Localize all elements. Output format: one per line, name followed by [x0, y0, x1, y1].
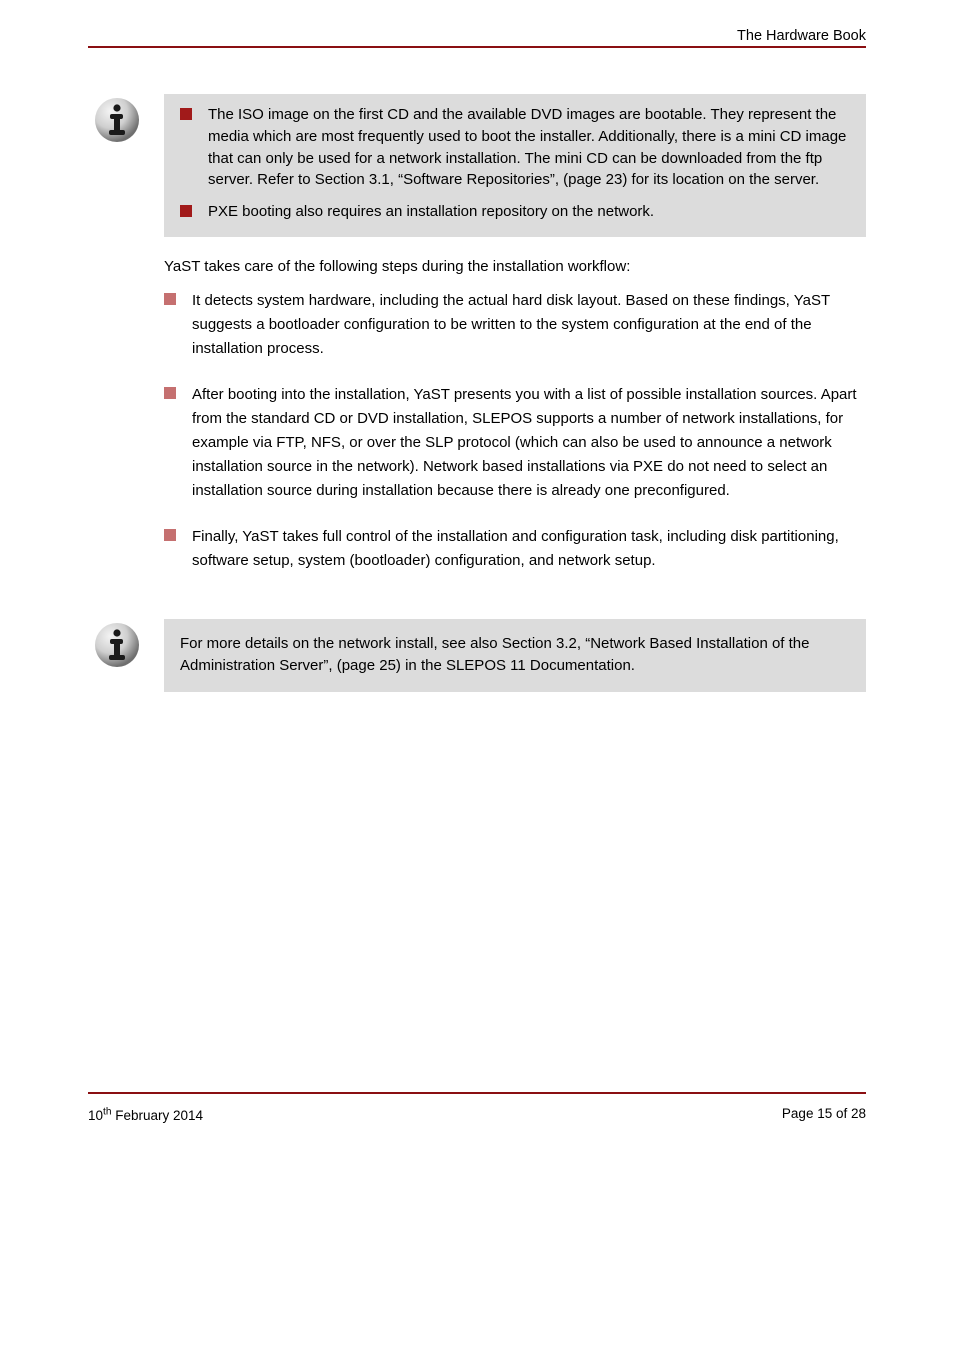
note-body-2: For more details on the network install,…	[164, 619, 866, 693]
info-icon	[93, 96, 141, 144]
bottom-rule	[88, 1092, 866, 1094]
footer-date: 10th February 2014	[88, 1106, 203, 1123]
note-icon-col-2	[88, 619, 146, 669]
running-header: The Hardware Book	[88, 28, 866, 44]
footer: 10th February 2014 Page 15 of 28	[88, 1106, 866, 1123]
note-bullet-list-1: The ISO image on the first CD and the av…	[180, 104, 850, 223]
note-icon-col	[88, 94, 146, 144]
body-item: After booting into the installation, YaS…	[164, 383, 866, 503]
footer-date-text: 10th February 2014	[88, 1108, 203, 1123]
note1-item: The ISO image on the first CD and the av…	[180, 104, 850, 191]
body-section: YaST takes care of the following steps d…	[164, 255, 866, 573]
body-item: It detects system hardware, including th…	[164, 289, 866, 361]
note-text-2: For more details on the network install,…	[180, 635, 810, 674]
note-block-1: The ISO image on the first CD and the av…	[88, 94, 866, 237]
info-icon	[93, 621, 141, 669]
footer-page: Page 15 of 28	[782, 1106, 866, 1123]
page: The Hardware Book The ISO image	[0, 0, 954, 1163]
body-lead: YaST takes care of the following steps d…	[164, 255, 866, 279]
body-item: Finally, YaST takes full control of the …	[164, 525, 866, 573]
spacer	[88, 692, 866, 1072]
top-rule	[88, 46, 866, 48]
note-block-2: For more details on the network install,…	[88, 619, 866, 693]
body-bullet-list: It detects system hardware, including th…	[164, 289, 866, 573]
note-body-1: The ISO image on the first CD and the av…	[164, 94, 866, 237]
note1-item: PXE booting also requires an installatio…	[180, 201, 850, 223]
